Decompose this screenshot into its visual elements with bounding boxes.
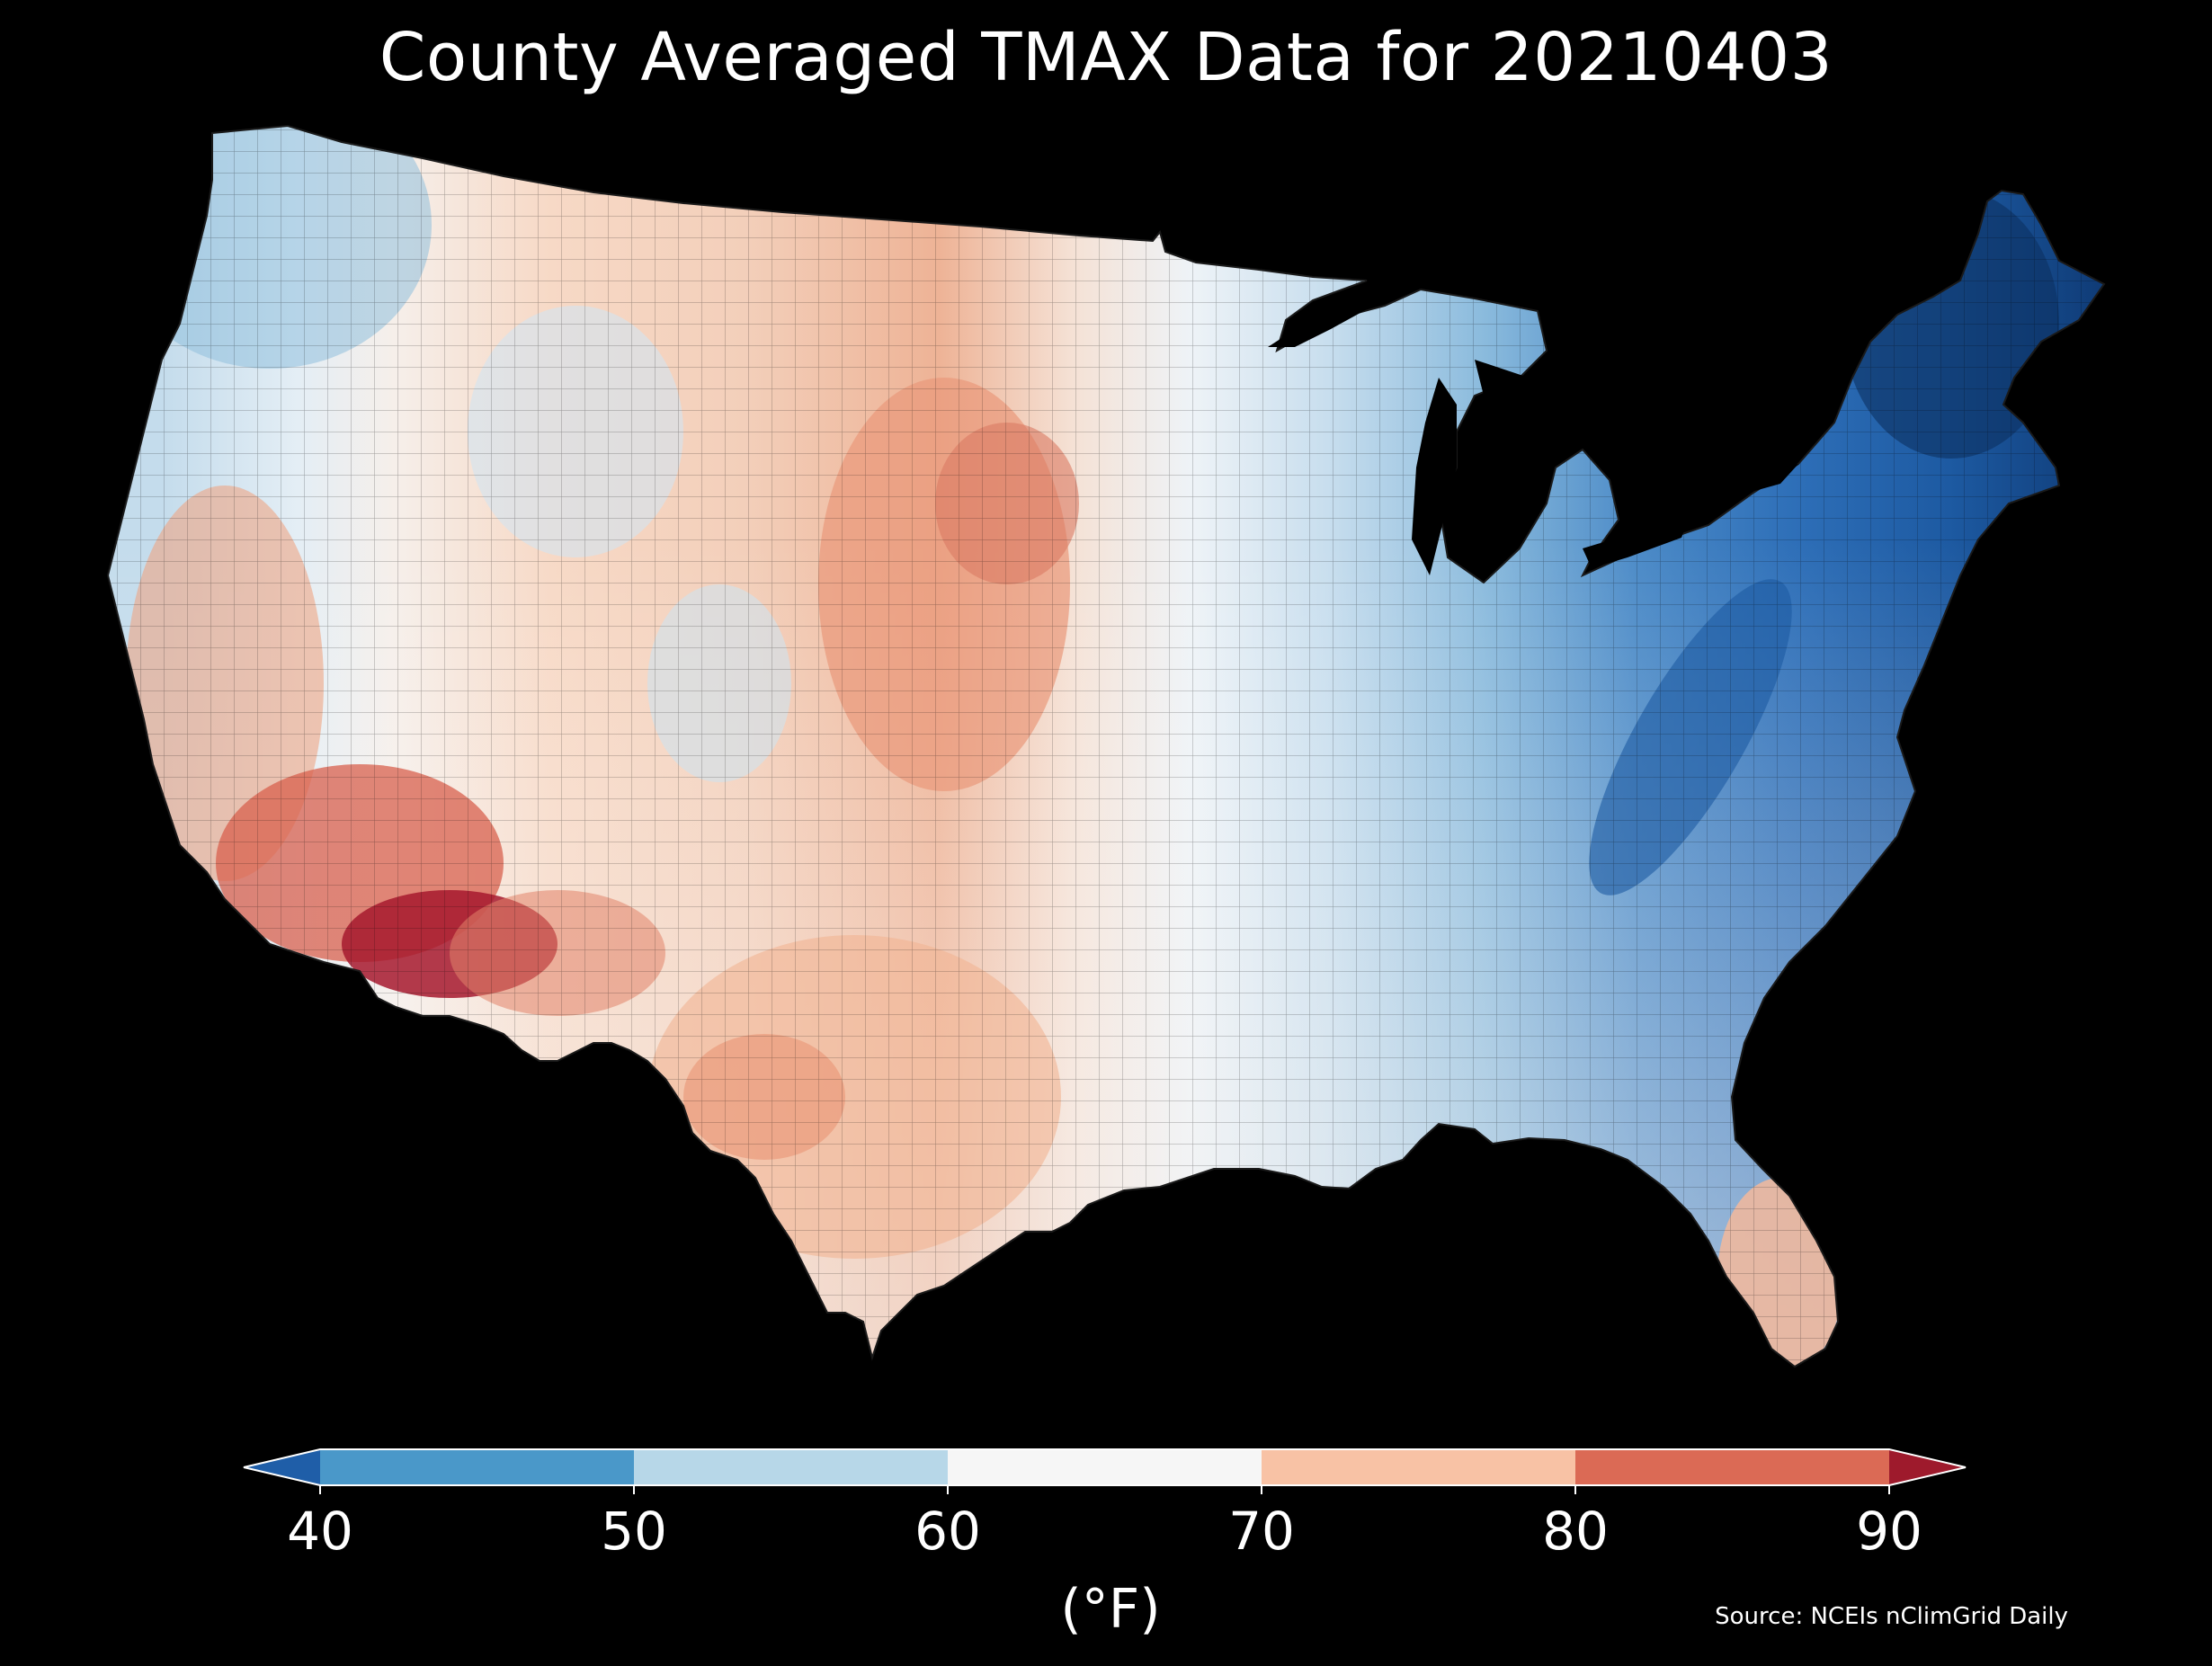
lake-michigan [1412, 378, 1457, 575]
map-title: County Averaged TMAX Data for 20210403 [379, 19, 1833, 96]
lake-huron [1475, 360, 1547, 459]
colorbar-unit-label: (°F) [1060, 1578, 1161, 1641]
colorbar-segments [243, 1448, 1967, 1494]
colorbar-tick-label: 90 [1856, 1501, 1922, 1562]
lake-erie [1583, 514, 1690, 568]
colorbar-tick-label: 70 [1228, 1501, 1295, 1562]
colorbar-tick-label: 80 [1542, 1501, 1609, 1562]
colorbar-bin [1575, 1449, 1890, 1485]
colorbar-bin [320, 1449, 635, 1485]
colorbar-bin [948, 1449, 1262, 1485]
colorbar-extend-low [244, 1449, 320, 1485]
lake-ontario [1708, 464, 1798, 496]
colorbar-bin [1262, 1449, 1576, 1485]
source-credit: Source: NCEIs nClimGrid Daily [1715, 1603, 2068, 1630]
colorbar-extend-high [1889, 1449, 1966, 1485]
colorbar-tick-label: 50 [601, 1501, 667, 1562]
lake-superior [1268, 286, 1385, 347]
colorbar-tick-label: 40 [287, 1501, 353, 1562]
great-lakes [1268, 286, 1798, 575]
colorbar-tick-label: 60 [914, 1501, 981, 1562]
colorbar-bin [634, 1449, 949, 1485]
